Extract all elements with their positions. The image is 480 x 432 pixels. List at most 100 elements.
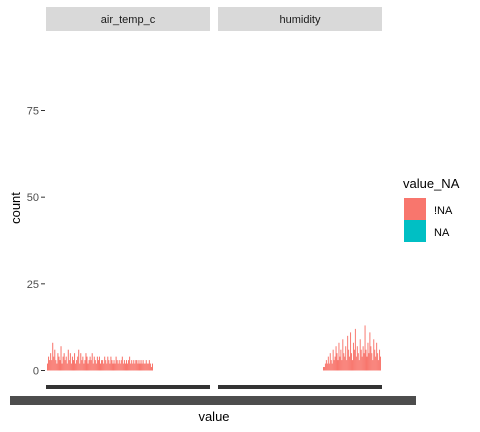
- histogram-bar: [325, 360, 327, 371]
- histogram-bar: [74, 353, 76, 371]
- histogram-bar: [142, 360, 144, 371]
- histogram-bar: [366, 356, 368, 371]
- histogram-bar: [84, 360, 86, 371]
- histogram-bar: [371, 353, 373, 371]
- histogram-bar: [341, 360, 343, 371]
- histogram-bar: [133, 360, 135, 371]
- histogram-bar: [94, 360, 96, 371]
- histogram-bar: [81, 360, 83, 371]
- histogram-bar: [96, 356, 98, 371]
- histogram-bar: [87, 363, 89, 371]
- histogram-bar: [103, 363, 105, 371]
- histogram-bar: [342, 339, 344, 371]
- facet-strip-bg: [46, 7, 210, 31]
- histogram-bar: [58, 356, 60, 371]
- legend-label-notna: !NA: [434, 205, 453, 217]
- histogram-bar: [344, 356, 346, 371]
- facet-strip-air-temp: air_temp_c: [46, 7, 210, 31]
- histogram-bar: [356, 346, 358, 371]
- histogram-bar: [151, 363, 153, 371]
- y-tick-label: 50: [27, 192, 39, 204]
- histogram-bar: [334, 356, 336, 371]
- histogram-bar: [349, 356, 351, 371]
- histogram-bar: [359, 339, 361, 371]
- histogram-bar: [354, 328, 356, 371]
- histogram-bar: [85, 353, 87, 371]
- histogram-bar: [337, 360, 339, 371]
- histogram-bar: [118, 360, 120, 371]
- histogram-bar: [114, 363, 116, 371]
- histogram-bar: [347, 335, 349, 371]
- histogram-bar: [66, 363, 68, 371]
- histogram-bar: [113, 360, 115, 371]
- histogram-bar: [116, 360, 118, 371]
- histogram-bar: [365, 349, 367, 371]
- histogram-bar: [379, 349, 381, 371]
- histogram-bar: [146, 363, 148, 371]
- histogram-bar: [95, 363, 97, 371]
- histogram-bar: [76, 360, 78, 371]
- histogram-bar: [82, 356, 84, 371]
- histogram-bar: [324, 363, 326, 371]
- histogram-bar: [143, 363, 145, 371]
- histogram-bar: [369, 332, 371, 371]
- y-axis-title: count: [8, 192, 23, 224]
- histogram-bar: [125, 360, 128, 371]
- histogram-bar: [97, 360, 99, 371]
- facet-label-humidity: humidity: [280, 14, 321, 26]
- histogram-bar: [362, 346, 364, 371]
- histogram-bar: [326, 363, 328, 371]
- histogram-bar: [380, 356, 381, 371]
- histogram-bar: [71, 356, 73, 371]
- histogram-bar: [124, 363, 126, 371]
- histogram-bar: [363, 353, 365, 371]
- histogram-bar: [141, 363, 143, 371]
- facet-strip-bg: [218, 7, 382, 31]
- histogram-bar: [147, 363, 149, 371]
- histogram-bar: [52, 342, 54, 371]
- histogram-bar: [102, 360, 104, 371]
- histogram-bar: [323, 367, 325, 371]
- histogram-bar: [130, 363, 132, 371]
- histogram-bar: [135, 360, 137, 371]
- histogram-bar: [360, 349, 362, 371]
- histogram-bar: [375, 356, 377, 371]
- histogram-bar: [50, 353, 52, 371]
- histogram-bar: [139, 363, 141, 371]
- histogram-bar: [70, 363, 72, 371]
- histogram-bar: [121, 356, 123, 371]
- histogram-bar: [56, 363, 58, 371]
- histogram-bar: [328, 363, 330, 371]
- histogram-bar: [65, 356, 67, 371]
- histogram-bar: [333, 360, 335, 371]
- histogram-bar: [55, 360, 57, 371]
- histogram-bar: [351, 353, 352, 371]
- histogram-bar: [106, 363, 108, 371]
- histogram-bar: [374, 349, 376, 371]
- histogram-bar: [100, 363, 102, 371]
- histogram-bar: [101, 360, 103, 371]
- histogram-bar: [327, 356, 329, 371]
- histogram-bar: [346, 360, 348, 371]
- histogram-bar: [378, 360, 380, 371]
- histogram-bar: [332, 349, 334, 371]
- histogram-bar: [83, 363, 85, 371]
- histogram-bar: [54, 349, 56, 371]
- facet-strip-humidity: humidity: [218, 7, 382, 31]
- histogram-bar: [331, 363, 333, 371]
- histogram-bar: [339, 356, 341, 371]
- histogram-bar: [148, 360, 150, 371]
- histogram-bar: [51, 360, 53, 371]
- histogram-bar: [104, 356, 106, 371]
- histogram-bar: [80, 353, 82, 371]
- legend-key-na: [404, 220, 426, 242]
- legend-key-notna: [404, 198, 426, 220]
- histogram-bar: [335, 346, 337, 371]
- histogram-bar: [145, 360, 147, 371]
- histogram-bar: [140, 360, 142, 371]
- histogram-bar: [149, 363, 151, 371]
- histogram-bar: [47, 363, 49, 371]
- histogram-bar: [353, 349, 355, 371]
- y-axis: 0 25 50 75: [27, 106, 45, 378]
